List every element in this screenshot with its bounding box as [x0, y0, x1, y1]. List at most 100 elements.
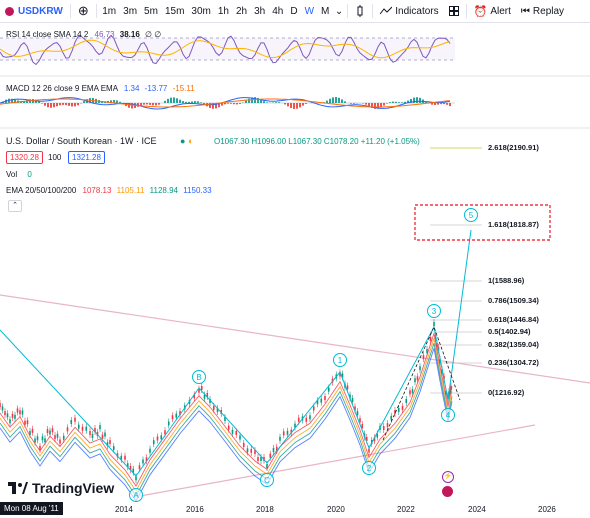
- interval-D[interactable]: D: [290, 5, 298, 17]
- fib-level-label: 0.786(1509.34): [488, 296, 539, 305]
- candle-body: [39, 445, 41, 450]
- macd-histogram-bar: [446, 103, 448, 105]
- dividend-flag-icon[interactable]: [442, 486, 453, 497]
- candle-body: [422, 355, 425, 360]
- bid-price[interactable]: 1320.28: [6, 151, 43, 164]
- wave-label-3[interactable]: 3: [427, 304, 441, 318]
- candle-body: [54, 435, 56, 440]
- interval-2h[interactable]: 2h: [235, 5, 248, 17]
- wave-label-2[interactable]: 2: [362, 461, 376, 475]
- macd-histogram-bar: [23, 100, 25, 103]
- candle-body: [135, 476, 137, 481]
- collapse-legend-button[interactable]: ⌃: [8, 200, 22, 212]
- candle-body: [179, 410, 181, 415]
- divider: [69, 4, 71, 18]
- candle-body: [85, 426, 88, 431]
- event-icon[interactable]: ⚡: [442, 471, 454, 483]
- grid-icon: [448, 6, 459, 16]
- candle-body: [316, 400, 319, 405]
- interval-15m[interactable]: 15m: [164, 5, 185, 17]
- interval-3m[interactable]: 3m: [123, 5, 138, 17]
- candle-body: [132, 468, 135, 473]
- spread-value: 100: [48, 153, 62, 162]
- indicators-label: Indicators: [395, 5, 439, 17]
- candle-body: [164, 430, 166, 435]
- candle-body: [346, 385, 349, 390]
- macd-histogram-bar: [131, 103, 133, 109]
- candle-body: [414, 378, 416, 383]
- replay-button[interactable]: ⏮ Replay: [516, 0, 569, 22]
- interval-W[interactable]: W: [304, 5, 315, 17]
- wave-label-1[interactable]: 1: [333, 353, 347, 367]
- wave-label-4[interactable]: 4: [441, 408, 455, 422]
- candle-body: [49, 430, 51, 435]
- candle-body: [145, 457, 148, 462]
- fib-level-label: 0.236(1304.72): [488, 358, 539, 367]
- wave-label-B[interactable]: B: [192, 370, 206, 384]
- wave-label-A[interactable]: A: [129, 488, 143, 502]
- macd-histogram-bar: [110, 100, 112, 103]
- candle-body: [279, 436, 281, 441]
- interval-dropdown-icon[interactable]: ⌄: [334, 5, 344, 17]
- chart-canvas[interactable]: [0, 23, 590, 518]
- candle-body: [297, 417, 300, 422]
- interval-1m[interactable]: 1m: [102, 5, 117, 17]
- layouts-button[interactable]: [444, 0, 464, 22]
- candle-body: [449, 389, 451, 394]
- candle-body: [376, 433, 379, 438]
- candle-body: [203, 394, 206, 399]
- candle-body: [193, 394, 196, 399]
- macd-histogram-bar: [233, 103, 235, 105]
- volume-value: 0: [27, 170, 32, 179]
- macd-histogram-bar: [164, 100, 166, 103]
- interval-5m[interactable]: 5m: [144, 5, 158, 17]
- candle-body: [445, 390, 447, 395]
- macd-histogram-bar: [401, 102, 403, 103]
- ema-20-value: 1078.13: [82, 186, 112, 195]
- rsi-sma-line: [0, 39, 451, 59]
- elliott-wave-line: [0, 229, 472, 477]
- candle-body: [263, 456, 265, 461]
- macd-histogram-bar: [140, 103, 142, 106]
- macd-hist-value: 1.34: [123, 84, 140, 93]
- candle-body: [24, 420, 26, 425]
- compare-button[interactable]: ⊕: [77, 3, 89, 18]
- macd-histogram-bar: [365, 103, 367, 105]
- projection-dashed-line: [382, 325, 461, 441]
- candle-body: [104, 432, 106, 437]
- macd-histogram-bar: [437, 103, 439, 105]
- macd-histogram-bar: [152, 103, 154, 106]
- wave-label-5[interactable]: 5: [464, 208, 478, 222]
- macd-histogram-bar: [383, 103, 385, 106]
- macd-histogram-bar: [431, 103, 433, 105]
- candle-body: [41, 436, 44, 441]
- time-axis-label: 2014: [115, 505, 133, 514]
- macd-histogram-bar: [50, 103, 52, 108]
- wave-label-C[interactable]: C: [260, 473, 274, 487]
- symbol-search[interactable]: USDKRW: [0, 0, 68, 22]
- macd-histogram-bar: [143, 103, 145, 105]
- candle-body: [120, 455, 123, 460]
- macd-value: -13.77: [144, 84, 168, 93]
- candle-body: [260, 457, 262, 462]
- macd-histogram-bar: [296, 103, 298, 109]
- ask-price[interactable]: 1321.28: [68, 151, 105, 164]
- interval-1h[interactable]: 1h: [217, 5, 229, 17]
- candle-body: [66, 427, 69, 432]
- macd-histogram-bar: [260, 99, 262, 103]
- macd-histogram-bar: [371, 103, 373, 108]
- candle-body: [351, 398, 354, 403]
- candle-body: [14, 414, 16, 419]
- interval-4h[interactable]: 4h: [272, 5, 284, 17]
- interval-30m[interactable]: 30m: [191, 5, 211, 17]
- interval-3h[interactable]: 3h: [254, 5, 266, 17]
- interval-M[interactable]: M: [321, 5, 330, 17]
- market-status-icon: ●: [180, 136, 186, 146]
- macd-histogram-bar: [182, 101, 184, 103]
- macd-histogram-bar: [350, 103, 352, 104]
- alert-button[interactable]: ⏰ Alert: [469, 0, 516, 22]
- indicators-button[interactable]: Indicators: [375, 0, 443, 22]
- chart-type-button[interactable]: [350, 0, 370, 22]
- fib-level-label: 0.5(1402.94): [488, 327, 531, 336]
- macd-histogram-bar: [257, 97, 259, 103]
